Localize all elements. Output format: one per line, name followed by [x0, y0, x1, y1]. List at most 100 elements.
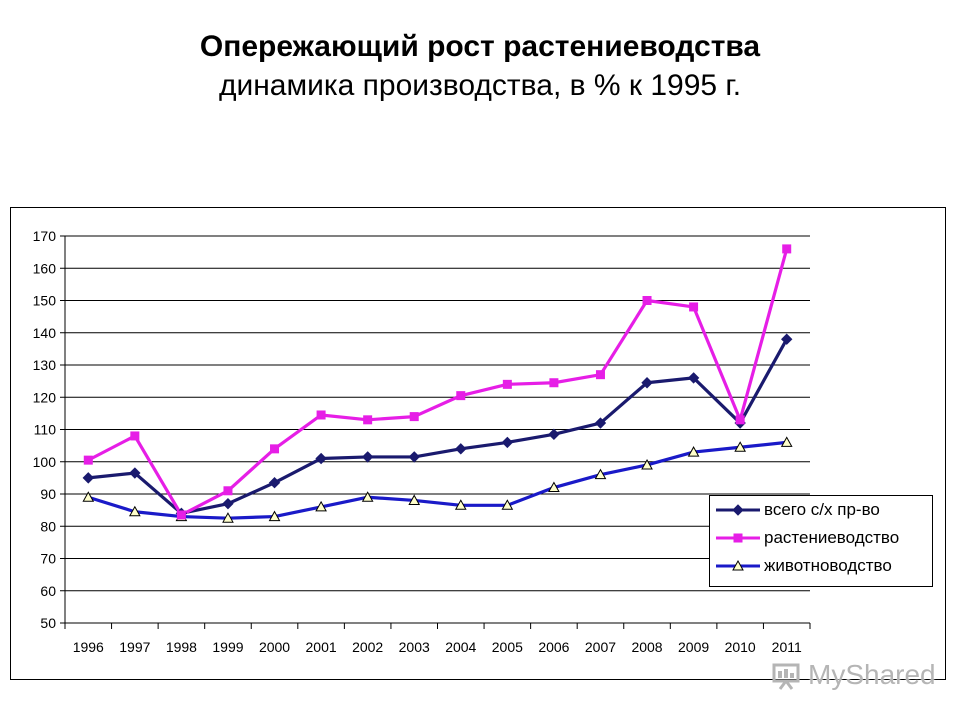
legend-marker: [732, 504, 744, 516]
legend-item-crops: растениеводство: [710, 524, 932, 552]
data-point: [642, 296, 652, 305]
legend-swatch-livestock: [716, 559, 760, 571]
y-tick-label: 160: [33, 260, 57, 276]
data-point: [734, 441, 747, 452]
data-point: [641, 377, 653, 389]
data-point: [408, 451, 420, 463]
data-point: [223, 486, 233, 496]
x-tick-label: 1998: [166, 639, 197, 655]
y-tick-label: 90: [40, 486, 56, 502]
data-point: [455, 443, 467, 455]
y-tick-label: 110: [34, 422, 57, 438]
x-tick-labels: 1996 1997 1998 1999 2000 2001 2002 2003 2004 2005…: [73, 639, 802, 655]
data-point: [408, 494, 421, 505]
data-point: [315, 500, 327, 512]
x-tick-label: 2009: [678, 639, 709, 655]
x-tick-label: 2001: [306, 639, 337, 655]
x-tick-label: 2010: [725, 639, 756, 655]
data-point: [735, 415, 745, 425]
x-tick-label: 2007: [585, 639, 616, 655]
page-subtitle: динамика производства, в % к 1995 г.: [218, 69, 742, 102]
chart-axes: [60, 235, 811, 629]
y-tick-label: 100: [33, 454, 57, 470]
y-tick-label: 70: [40, 551, 56, 567]
series-lines: [87, 248, 789, 520]
data-point: [129, 467, 141, 479]
x-tick-label: 2005: [492, 639, 523, 655]
series-line-2: [87, 440, 787, 520]
legend-label-livestock: животноводство: [764, 556, 892, 575]
x-tick-label: 2011: [772, 639, 802, 655]
presentation-board-icon: [772, 663, 800, 690]
page-title: Опережающий рост растениеводства: [199, 30, 761, 63]
data-point: [454, 499, 467, 510]
y-tick-labels: 50 60 70 80 90 100 110 120 130 140 150 160 170: [33, 228, 57, 631]
y-tick-label: 50: [40, 615, 56, 631]
x-tick-label: 2002: [352, 639, 383, 655]
data-point: [82, 491, 95, 502]
y-tick-label: 130: [33, 357, 57, 373]
x-tick-label: 2008: [631, 639, 662, 655]
x-tick-label: 1996: [73, 639, 104, 655]
data-point: [83, 455, 93, 465]
series-line-0: [88, 338, 789, 515]
y-tick-label: 150: [33, 293, 57, 309]
data-point: [549, 378, 559, 388]
data-point: [781, 333, 793, 345]
chart-legend: всего с/х пр-во растениеводство животнов…: [709, 495, 933, 587]
data-point: [363, 415, 373, 425]
legend-marker: [733, 533, 743, 543]
data-point: [780, 436, 793, 447]
data-point: [361, 451, 374, 463]
data-point: [501, 436, 514, 449]
data-point: [594, 468, 607, 480]
legend-item-livestock: животноводство: [710, 552, 932, 580]
legend-label-total: всего с/х пр-во: [764, 500, 880, 519]
legend-label-crops: растениеводство: [764, 528, 900, 547]
data-point: [501, 499, 514, 510]
y-tick-label: 140: [33, 325, 57, 341]
x-tick-label: 1999: [212, 639, 243, 655]
watermark-text: MyShared: [808, 659, 936, 690]
y-tick-label: 170: [33, 228, 57, 244]
data-point: [268, 477, 281, 489]
data-point: [548, 481, 560, 493]
x-tick-label: 1997: [119, 639, 150, 655]
data-point: [687, 446, 700, 457]
data-point: [409, 412, 419, 422]
x-tick-label: 2003: [399, 639, 430, 655]
data-point: [222, 497, 234, 510]
series-markers: [82, 244, 793, 523]
data-point: [176, 510, 186, 520]
data-point: [782, 244, 792, 254]
data-point: [130, 431, 140, 441]
data-point: [316, 410, 326, 420]
data-point: [270, 444, 280, 454]
data-point: [641, 458, 653, 470]
chart-grid: [65, 235, 810, 624]
data-point: [502, 379, 512, 389]
title-block: Опережающий рост растениеводства динамик…: [0, 28, 960, 106]
data-point: [222, 512, 234, 523]
data-point: [128, 505, 141, 517]
legend-swatch-crops: [716, 533, 760, 543]
data-point: [268, 510, 281, 522]
x-tick-label: 2006: [538, 639, 569, 655]
legend-swatch-total: [716, 504, 760, 516]
data-point: [687, 372, 700, 384]
x-tick-label: 2000: [259, 639, 290, 655]
data-point: [315, 452, 327, 465]
x-tick-label: 2004: [445, 639, 476, 655]
watermark: MyShared: [770, 654, 945, 696]
data-point: [82, 472, 94, 484]
series-line-1: [87, 248, 789, 517]
data-point: [548, 428, 560, 441]
legend-marker: [732, 559, 744, 571]
data-point: [594, 417, 607, 429]
data-point: [456, 391, 466, 401]
y-tick-label: 120: [33, 389, 57, 405]
data-point: [689, 302, 699, 312]
data-point: [595, 370, 605, 380]
y-tick-label: 80: [40, 518, 56, 534]
